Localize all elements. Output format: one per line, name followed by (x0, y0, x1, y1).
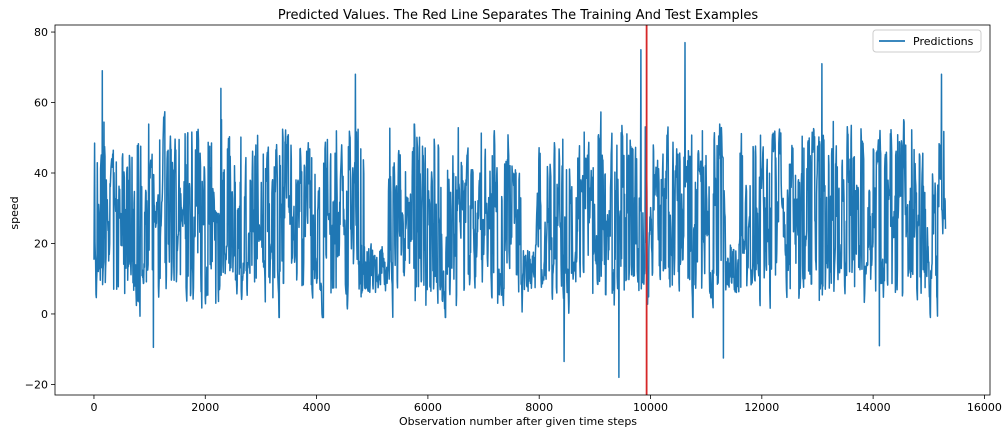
y-axis-label: speed (8, 196, 21, 229)
series-line-predictions (93, 41, 947, 379)
x-tick-label: 6000 (414, 401, 442, 414)
x-tick-label: 12000 (744, 401, 779, 414)
legend-label: Predictions (913, 35, 974, 48)
y-tick-label: 20 (34, 237, 48, 250)
y-axis: −20 0 20 40 60 80 (25, 26, 55, 391)
legend: Predictions (872, 29, 982, 53)
x-tick-label: 14000 (856, 401, 891, 414)
plot-frame (54, 24, 991, 396)
y-tick-label: 80 (34, 26, 48, 39)
chart-title: Predicted Values. The Red Line Separates… (278, 8, 758, 23)
x-tick-label: 10000 (633, 401, 668, 414)
x-axis: 0 2000 4000 6000 8000 10000 12000 14000 16000 (90, 395, 1002, 414)
y-tick-label: 60 (34, 97, 48, 110)
x-tick-label: 4000 (303, 401, 331, 414)
x-axis-label: Observation number after given time step… (399, 415, 637, 428)
plot-area (54, 24, 991, 396)
x-tick-label: 2000 (191, 401, 219, 414)
y-tick-label: 0 (41, 308, 48, 321)
y-tick-label: 40 (34, 167, 48, 180)
y-tick-label: −20 (25, 378, 48, 391)
x-tick-label: 16000 (967, 401, 1002, 414)
x-tick-label: 0 (90, 401, 97, 414)
legend-box (872, 29, 982, 53)
x-tick-label: 8000 (525, 401, 553, 414)
